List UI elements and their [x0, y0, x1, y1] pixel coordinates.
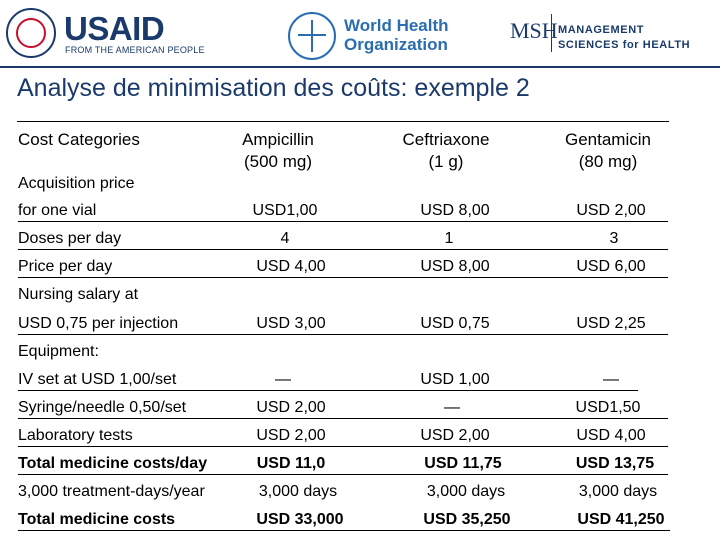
row-underline — [18, 418, 668, 419]
row-label: Doses per day — [18, 230, 122, 247]
row-underline — [18, 221, 668, 222]
row-underline — [18, 474, 668, 475]
cell-ampicillin: USD 2,00 — [256, 399, 326, 416]
who-emblem-icon — [288, 12, 336, 60]
who-logo-text: World Health Organization — [344, 16, 449, 54]
header-divider — [0, 66, 720, 68]
title-divider — [17, 121, 669, 122]
cell-gentamicin: 3 — [609, 230, 619, 247]
cell-ceftriaxone: 3,000 days — [426, 483, 506, 500]
cell-gentamicin: USD 4,00 — [576, 427, 646, 444]
row-label: IV set at USD 1,00/set — [18, 371, 177, 388]
who-line-2: Organization — [344, 35, 448, 54]
header-ceftriaxone-name: Ceftriaxone — [402, 130, 490, 149]
header-ampicillin: Ampicillin (500 mg) — [218, 129, 338, 173]
cell-ceftriaxone: — — [444, 399, 460, 416]
msh-line-2: SCIENCES for HEALTH — [558, 39, 691, 51]
row-underline — [18, 249, 668, 250]
row-underline — [18, 277, 668, 278]
row-label: Nursing salary at — [18, 286, 139, 303]
cell-ampicillin: 3,000 days — [258, 483, 338, 500]
cell-gentamicin: — — [603, 371, 619, 388]
header-ceftriaxone-dose: (1 g) — [428, 152, 464, 171]
cell-ceftriaxone: USD 1,00 — [420, 371, 490, 388]
cell-gentamicin: USD 13,75 — [575, 455, 655, 472]
row-label: for one vial — [18, 202, 97, 219]
row-label: Syringe/needle 0,50/set — [18, 399, 187, 416]
cell-ampicillin: USD 2,00 — [256, 427, 326, 444]
row-label: 3,000 treatment-days/year — [18, 483, 205, 500]
row-underline — [18, 530, 670, 531]
cell-ceftriaxone: USD 8,00 — [420, 202, 490, 219]
msh-mark: MSH — [510, 18, 558, 43]
header-ampicillin-name: Ampicillin — [242, 130, 314, 149]
usaid-seal-icon — [6, 8, 56, 58]
row-underline — [18, 446, 668, 447]
header-gentamicin-name: Gentamicin — [565, 130, 651, 149]
row-label-total: Total medicine costs — [18, 511, 176, 528]
header-ceftriaxone: Ceftriaxone (1 g) — [386, 129, 506, 173]
cell-ampicillin: USD1,00 — [252, 202, 318, 219]
logo-banner: USAID FROM THE AMERICAN PEOPLE World Hea… — [0, 0, 720, 70]
cell-ampicillin: USD 4,00 — [256, 258, 326, 275]
cell-ceftriaxone: USD 2,00 — [420, 427, 490, 444]
cell-gentamicin: USD 41,250 — [577, 511, 665, 528]
cell-gentamicin: USD 6,00 — [576, 258, 646, 275]
row-label-total-day: Total medicine costs/day — [18, 455, 208, 472]
row-label: Laboratory tests — [18, 427, 133, 444]
header-ampicillin-dose: (500 mg) — [243, 152, 313, 171]
cell-ceftriaxone: 1 — [444, 230, 454, 247]
row-label: Acquisition price — [18, 175, 135, 192]
usaid-logo-text: USAID — [64, 10, 165, 47]
page-title: Analyse de minimisation des coûts: exemp… — [17, 74, 530, 102]
cell-ampicillin: USD 11,0 — [256, 455, 326, 472]
cell-ampicillin: USD 3,00 — [256, 315, 326, 332]
cell-gentamicin: 3,000 days — [578, 483, 658, 500]
row-underline — [18, 390, 638, 391]
cell-gentamicin: USD1,50 — [575, 399, 641, 416]
row-label: Equipment: — [18, 343, 99, 360]
usaid-tagline: FROM THE AMERICAN PEOPLE — [65, 45, 205, 55]
msh-separator — [551, 14, 552, 52]
msh-line-1: MANAGEMENT — [558, 24, 645, 36]
header-gentamicin-dose: (80 mg) — [578, 152, 638, 171]
cell-ampicillin: — — [275, 371, 291, 388]
row-label: Price per day — [18, 258, 113, 275]
cell-ceftriaxone: USD 0,75 — [420, 315, 490, 332]
cell-gentamicin: USD 2,00 — [576, 202, 646, 219]
row-label: USD 0,75 per injection — [18, 315, 179, 332]
cell-ampicillin: USD 33,000 — [256, 511, 344, 528]
header-cost-categories: Cost Categories — [18, 130, 140, 149]
cell-gentamicin: USD 2,25 — [576, 315, 646, 332]
cell-ampicillin: 4 — [280, 230, 290, 247]
header-gentamicin: Gentamicin (80 mg) — [548, 129, 668, 173]
who-line-1: World Health — [344, 16, 449, 35]
msh-logo-text: MANAGEMENT SCIENCES for HEALTH — [558, 23, 690, 53]
cell-ceftriaxone: USD 35,250 — [423, 511, 511, 528]
cell-ceftriaxone: USD 8,00 — [420, 258, 490, 275]
cell-ceftriaxone: USD 11,75 — [424, 455, 502, 472]
row-underline — [18, 334, 668, 335]
